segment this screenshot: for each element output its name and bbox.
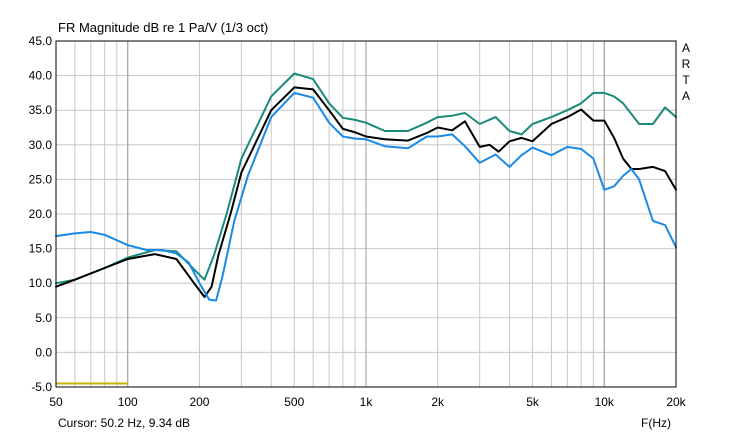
y-tick-label: 5.0 [35,311,52,325]
series-line-2 [55,86,677,298]
chart-title: FR Magnitude dB re 1 Pa/V (1/3 oct) [58,20,269,35]
watermark-letter: A [681,41,690,55]
cursor-readout: Cursor: 50.2 Hz, 9.34 dB [58,416,191,430]
x-axis-unit-label: F(Hz) [641,416,671,430]
watermark-letter: R [681,57,691,71]
x-tick-label: 20k [666,395,686,409]
watermark-letter: A [681,89,690,103]
y-tick-label: 20.0 [29,207,53,221]
y-tick-label: -5.0 [31,380,52,394]
y-tick-label: 40.0 [29,69,53,83]
arta-watermark: A R T A [680,40,692,104]
y-tick-label: 15.0 [29,242,53,256]
y-tick-label: 25.0 [29,172,53,186]
plot-frame [55,40,677,388]
x-tick-label: 50 [49,395,63,409]
series-line-3 [55,91,677,302]
x-tick-label: 100 [118,395,138,409]
x-tick-label: 2k [431,395,445,409]
x-tick-label: 500 [284,395,304,409]
y-tick-label: 10.0 [29,276,53,290]
x-tick-label: 200 [189,395,209,409]
watermark-letter: T [682,73,690,87]
x-tick-label: 10k [595,395,615,409]
series-line-1 [55,72,677,285]
x-tick-labels: 50 100 200 500 1k 2k 5k 10k 20k [49,395,686,409]
x-tick-label: 1k [360,395,374,409]
y-tick-label: 30.0 [29,138,53,152]
y-tick-label: 45.0 [29,34,53,48]
series-layer [55,72,677,302]
y-tick-labels: -5.0 0.0 5.0 10.0 15.0 20.0 25.0 30.0 35.0 40.0 45… [29,34,53,394]
x-tick-label: 5k [526,395,540,409]
y-tick-label: 35.0 [29,103,53,117]
y-tick-label: 0.0 [35,345,52,359]
